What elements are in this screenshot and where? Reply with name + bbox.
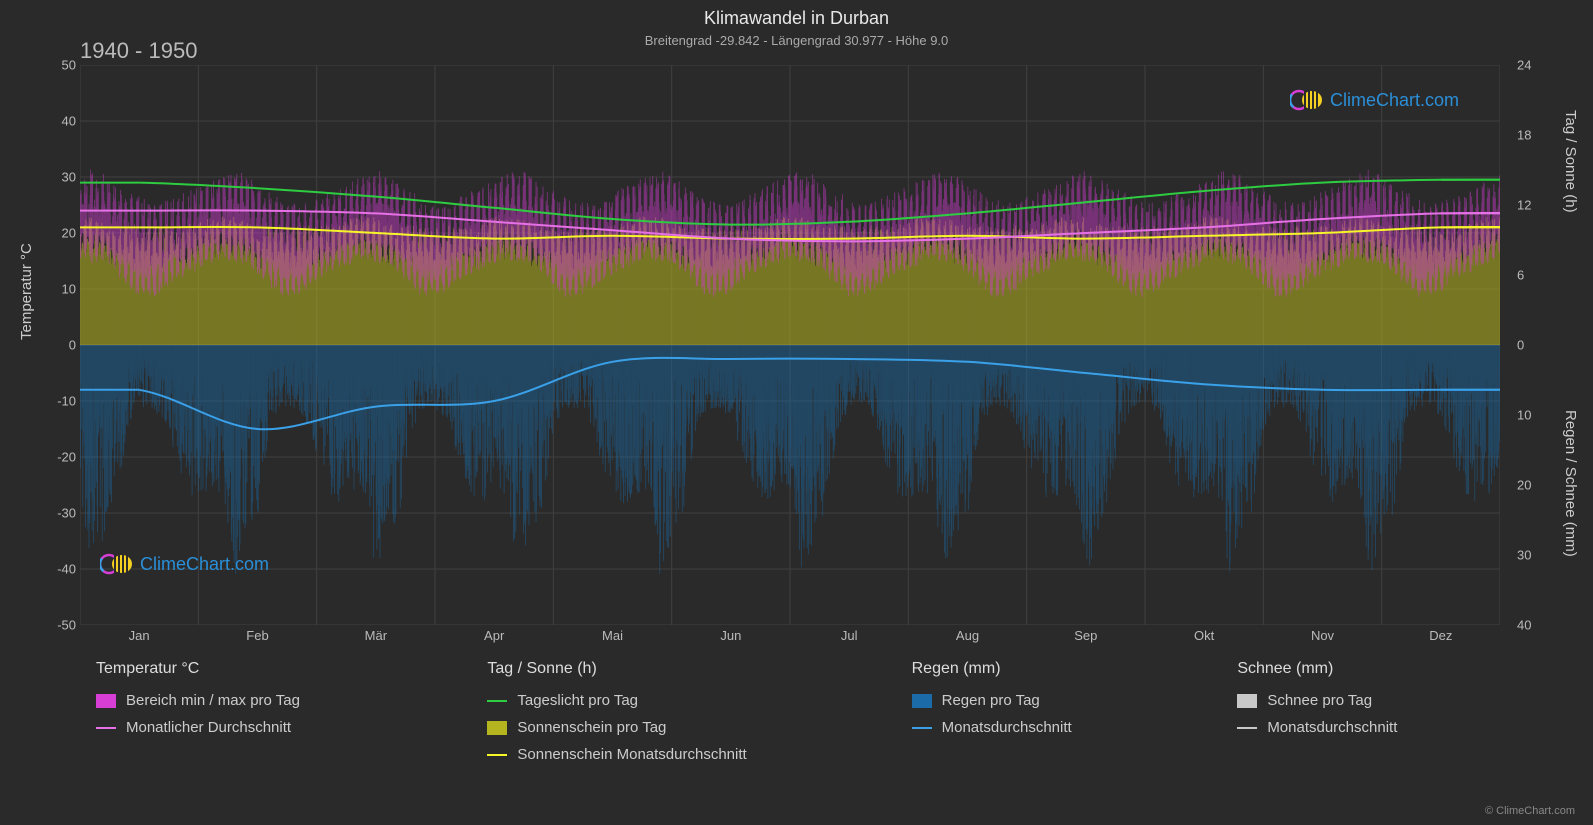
legend-swatch — [96, 727, 116, 729]
legend-column: Schnee (mm) Schnee pro Tag Monatsdurchschn… — [1237, 660, 1533, 763]
y-tick-left: 0 — [48, 338, 76, 353]
y-axis-right-top-label: Tag / Sonne (h) — [1562, 110, 1579, 213]
legend-label: Monatsdurchschnitt — [942, 719, 1072, 736]
y-tick-right: 12 — [1517, 198, 1541, 213]
legend-item: Regen pro Tag — [912, 692, 1208, 709]
legend-item: Schnee pro Tag — [1237, 692, 1533, 709]
brand-logo: ClimeChart.com — [100, 552, 269, 576]
brand-logo-icon — [1290, 88, 1324, 112]
y-tick-left: 20 — [48, 226, 76, 241]
legend-item: Sonnenschein pro Tag — [487, 719, 881, 736]
y-tick-right: 24 — [1517, 58, 1541, 73]
legend-label: Sonnenschein Monatsdurchschnitt — [517, 746, 746, 763]
legend-swatch — [487, 700, 507, 702]
legend-item: Monatsdurchschnitt — [912, 719, 1208, 736]
legend-label: Sonnenschein pro Tag — [517, 719, 666, 736]
copyright-label: © ClimeChart.com — [1485, 805, 1575, 817]
chart-title: Klimawandel in Durban — [0, 0, 1593, 29]
chart-subtitle: Breitengrad -29.842 - Längengrad 30.977 … — [0, 29, 1593, 48]
x-tick-month: Nov — [1311, 628, 1334, 643]
brand-logo: ClimeChart.com — [1290, 88, 1459, 112]
legend-swatch — [487, 754, 507, 756]
y-axis-right-bottom-label: Regen / Schnee (mm) — [1562, 410, 1579, 557]
brand-logo-text: ClimeChart.com — [1330, 90, 1459, 111]
legend-swatch — [1237, 727, 1257, 729]
x-tick-month: Mai — [602, 628, 623, 643]
legend-header: Schnee (mm) — [1237, 660, 1533, 678]
y-axis-left-label: Temperatur °C — [18, 243, 35, 340]
legend: Temperatur °C Bereich min / max pro Tag Mo… — [96, 660, 1533, 763]
chart-svg — [80, 65, 1500, 625]
legend-column: Regen (mm) Regen pro Tag Monatsdurchschnit… — [912, 660, 1208, 763]
brand-logo-icon — [100, 552, 134, 576]
y-tick-right: 0 — [1517, 338, 1541, 353]
legend-swatch — [96, 694, 116, 708]
x-tick-month: Mär — [365, 628, 387, 643]
y-tick-right: 6 — [1517, 268, 1541, 283]
y-tick-left: -40 — [48, 562, 76, 577]
legend-swatch — [487, 721, 507, 735]
x-tick-month: Jul — [841, 628, 858, 643]
legend-label: Tageslicht pro Tag — [517, 692, 638, 709]
y-tick-left: -20 — [48, 450, 76, 465]
x-tick-month: Jun — [720, 628, 741, 643]
y-tick-left: -30 — [48, 506, 76, 521]
x-tick-month: Sep — [1074, 628, 1097, 643]
chart-area — [80, 65, 1500, 625]
legend-column: Tag / Sonne (h) Tageslicht pro Tag Sonnens… — [487, 660, 881, 763]
legend-header: Regen (mm) — [912, 660, 1208, 678]
legend-swatch — [912, 727, 932, 729]
brand-logo-text: ClimeChart.com — [140, 554, 269, 575]
legend-label: Bereich min / max pro Tag — [126, 692, 300, 709]
x-tick-month: Okt — [1194, 628, 1214, 643]
y-tick-left: 50 — [48, 58, 76, 73]
y-tick-left: -50 — [48, 618, 76, 633]
legend-item: Sonnenschein Monatsdurchschnitt — [487, 746, 881, 763]
legend-swatch — [1237, 694, 1257, 708]
y-tick-left: 40 — [48, 114, 76, 129]
legend-header: Temperatur °C — [96, 660, 457, 678]
legend-item: Monatsdurchschnitt — [1237, 719, 1533, 736]
legend-label: Schnee pro Tag — [1267, 692, 1372, 709]
x-tick-month: Feb — [246, 628, 268, 643]
legend-label: Regen pro Tag — [942, 692, 1040, 709]
legend-item: Bereich min / max pro Tag — [96, 692, 457, 709]
y-tick-right: 10 — [1517, 408, 1541, 423]
y-tick-left: -10 — [48, 394, 76, 409]
y-tick-right: 18 — [1517, 128, 1541, 143]
x-tick-month: Jan — [129, 628, 150, 643]
y-tick-right: 20 — [1517, 478, 1541, 493]
legend-label: Monatsdurchschnitt — [1267, 719, 1397, 736]
legend-label: Monatlicher Durchschnitt — [126, 719, 291, 736]
year-range-label: 1940 - 1950 — [80, 38, 197, 64]
legend-swatch — [912, 694, 932, 708]
y-tick-right: 30 — [1517, 548, 1541, 563]
x-tick-month: Apr — [484, 628, 504, 643]
legend-column: Temperatur °C Bereich min / max pro Tag Mo… — [96, 660, 457, 763]
y-tick-left: 30 — [48, 170, 76, 185]
legend-header: Tag / Sonne (h) — [487, 660, 881, 678]
legend-item: Tageslicht pro Tag — [487, 692, 881, 709]
y-tick-right: 40 — [1517, 618, 1541, 633]
legend-item: Monatlicher Durchschnitt — [96, 719, 457, 736]
y-tick-left: 10 — [48, 282, 76, 297]
x-tick-month: Dez — [1429, 628, 1452, 643]
x-tick-month: Aug — [956, 628, 979, 643]
